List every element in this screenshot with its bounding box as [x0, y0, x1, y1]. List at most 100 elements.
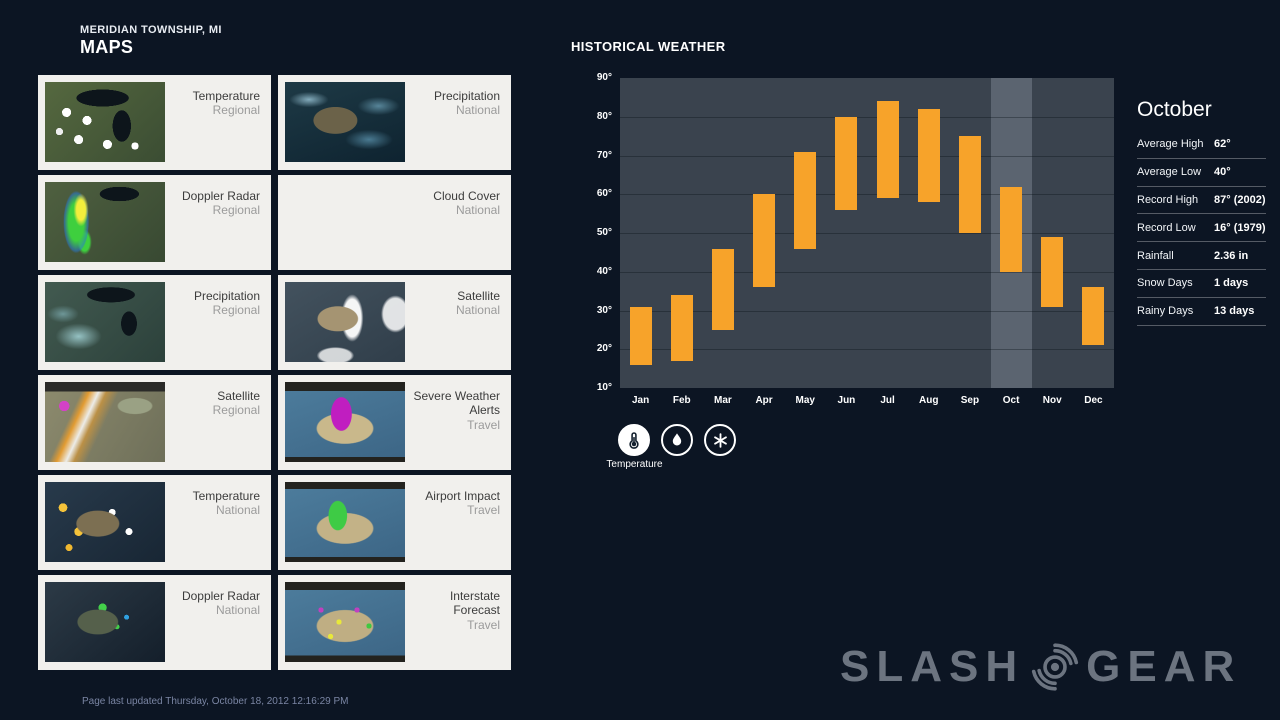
detail-label: Record Low — [1137, 221, 1196, 234]
map-tile-precip-national[interactable]: Precipitation National — [278, 75, 511, 170]
map-tile-title: Doppler Radar — [181, 189, 260, 203]
x-axis-tick-label-jul: Jul — [880, 395, 895, 406]
gridline — [620, 155, 1114, 157]
map-tile-title: Satellite — [217, 389, 260, 403]
temp-range-bar-aug — [917, 109, 940, 202]
map-tile-title: Temperature — [192, 489, 260, 503]
map-tile-temp-regional[interactable]: Temperature Regional — [38, 75, 271, 170]
doppler-national-map-thumbnail — [45, 582, 165, 662]
y-axis-tick-label: 10° — [596, 382, 612, 393]
x-axis-tick-label-oct: Oct — [1002, 395, 1020, 406]
map-tile-subtitle: National — [455, 203, 500, 218]
map-tile-title: Severe Weather Alerts — [413, 389, 501, 418]
x-axis-tick-label-jun: Jun — [837, 395, 856, 406]
map-tile-temp-national[interactable]: Temperature National — [38, 475, 271, 570]
map-tile-subtitle: Regional — [212, 103, 260, 118]
location-label: MERIDIAN TOWNSHIP, MI — [80, 24, 222, 36]
map-tile-title: Satellite — [457, 289, 500, 303]
map-tile-cloud-national[interactable]: Cloud Cover National — [278, 175, 511, 270]
map-tile-subtitle: Travel — [467, 503, 500, 518]
temp-range-bar-jan — [629, 306, 652, 365]
gridline — [620, 194, 1114, 196]
gridline — [620, 271, 1114, 273]
temp-range-bar-apr — [753, 194, 776, 288]
y-axis-tick-label: 30° — [596, 304, 612, 316]
x-axis-tick-label-feb: Feb — [672, 395, 691, 406]
maps-tile-grid: Temperature Regional Precipitation Natio… — [38, 75, 511, 670]
y-axis-tick-label: 90° — [596, 72, 612, 83]
detail-label: Record High — [1137, 193, 1199, 206]
interstate-travel-map-thumbnail — [285, 582, 405, 662]
thermometer-toggle-button[interactable] — [618, 424, 650, 456]
detail-value: 2.36 in — [1214, 249, 1249, 262]
map-tile-title: Doppler Radar — [181, 589, 260, 603]
detail-value: 1 days — [1214, 277, 1249, 290]
detail-label: Rainfall — [1137, 249, 1174, 262]
y-axis-tick-label: 50° — [596, 227, 612, 238]
map-tile-satellite-national[interactable]: Satellite National — [278, 275, 511, 370]
map-tile-subtitle: Regional — [212, 403, 260, 418]
temp-range-bar-may — [794, 151, 817, 249]
map-tile-title: Precipitation — [193, 289, 260, 303]
x-axis-tick-label-aug: Aug — [919, 395, 939, 406]
temp-range-bar-jun — [835, 116, 858, 210]
x-axis-tick-label-mar: Mar — [714, 395, 732, 406]
y-axis-tick-label: 40° — [596, 265, 612, 277]
map-tile-title: Airport Impact — [425, 489, 500, 503]
detail-label: Average Low — [1137, 166, 1202, 179]
details-month-title: October — [1137, 98, 1212, 121]
precip-regional-map-thumbnail — [45, 282, 165, 362]
map-tile-severe-travel[interactable]: Severe Weather Alerts Travel — [278, 375, 511, 470]
slashgear-watermark: SLASH GEAR — [840, 638, 1241, 696]
doppler-regional-map-thumbnail — [45, 182, 165, 262]
droplet-toggle-button[interactable] — [661, 424, 693, 456]
historical-weather-title: HISTORICAL WEATHER — [571, 39, 726, 54]
snowflake-toggle-button[interactable] — [704, 424, 736, 456]
gridline — [620, 349, 1114, 351]
detail-row-average-high: Average High 62° — [1137, 131, 1266, 159]
map-tile-satellite-regional[interactable]: Satellite Regional — [38, 375, 271, 470]
map-tile-title: Cloud Cover — [433, 189, 500, 203]
map-tile-subtitle: National — [455, 103, 500, 118]
detail-label: Snow Days — [1137, 277, 1193, 290]
temp-national-map-thumbnail — [45, 482, 165, 562]
page-title: MAPS — [80, 37, 134, 57]
detail-row-rainfall: Rainfall 2.36 in — [1137, 242, 1266, 270]
airport-travel-map-thumbnail — [285, 482, 405, 562]
map-tile-subtitle: National — [455, 303, 500, 318]
map-tile-airport-travel[interactable]: Airport Impact Travel — [278, 475, 511, 570]
temp-range-bar-jul — [876, 101, 899, 199]
satellite-regional-map-thumbnail — [45, 382, 165, 462]
map-tile-precip-regional[interactable]: Precipitation Regional — [38, 275, 271, 370]
map-tile-title: Interstate Forecast — [449, 589, 500, 618]
satellite-national-map-thumbnail — [285, 282, 405, 362]
temp-range-bar-nov — [1041, 236, 1064, 307]
detail-value: 62° — [1214, 138, 1231, 151]
gridline — [620, 233, 1114, 234]
map-tile-doppler-national[interactable]: Doppler Radar National — [38, 575, 271, 670]
map-tile-subtitle: Travel — [467, 417, 500, 432]
detail-row-rainy-days: Rainy Days 13 days — [1137, 298, 1266, 326]
last-updated-text: Page last updated Thursday, October 18, … — [82, 696, 349, 707]
x-axis-tick-label-dec: Dec — [1084, 395, 1103, 406]
detail-label: Rainy Days — [1137, 305, 1194, 318]
map-tile-interstate-travel[interactable]: Interstate Forecast Travel — [278, 575, 511, 670]
selected-toggle-label: Temperature — [606, 459, 663, 470]
x-axis-tick-label-jan: Jan — [631, 395, 650, 406]
watermark-text-left: SLASH — [840, 642, 1025, 691]
gridline — [620, 310, 1114, 312]
map-tile-doppler-regional[interactable]: Doppler Radar Regional — [38, 175, 271, 270]
map-tile-subtitle: Regional — [212, 203, 260, 218]
detail-row-record-low: Record Low 16° (1979) — [1137, 214, 1266, 243]
precip-national-map-thumbnail — [285, 82, 405, 162]
droplet-icon — [668, 431, 686, 449]
detail-value: 40° — [1214, 166, 1231, 179]
detail-row-average-low: Average Low 40° — [1137, 159, 1266, 187]
severe-travel-map-thumbnail — [285, 382, 405, 462]
snowflake-icon — [711, 431, 730, 450]
temp-range-bar-sep — [958, 136, 981, 233]
cloud-national-map-thumbnail — [285, 182, 405, 262]
detail-label: Average High — [1137, 138, 1204, 151]
detail-row-record-high: Record High 87° (2002) — [1137, 187, 1266, 215]
